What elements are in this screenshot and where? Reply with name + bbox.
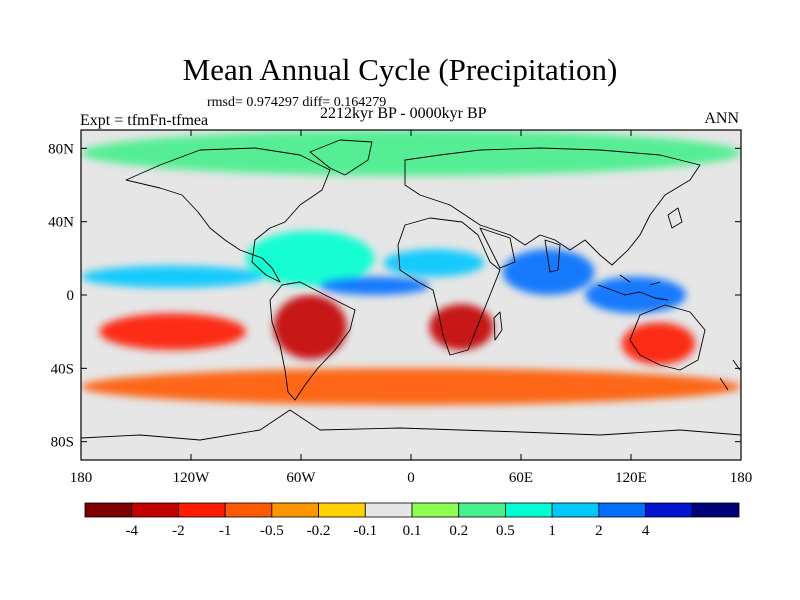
colorbar-swatch — [364, 502, 413, 518]
chart-title: Mean Annual Cycle (Precipitation) — [182, 52, 618, 87]
coast-south-america — [269, 281, 356, 401]
colorbar-swatch — [318, 502, 366, 518]
colorbar-swatch — [131, 502, 179, 518]
colorbar-swatch — [224, 502, 273, 518]
y-tick-label: 80S — [51, 435, 74, 451]
colorbar-swatch — [645, 502, 693, 518]
field-patch — [621, 322, 696, 365]
field-patch — [319, 276, 430, 296]
coast-north-america — [125, 147, 331, 283]
x-tick-label: 60E — [509, 470, 533, 486]
colorbar-swatch — [84, 502, 133, 518]
colorbar-label: 4 — [642, 523, 650, 539]
coast-africa — [397, 217, 501, 356]
coast-antarctica — [81, 409, 741, 441]
colorbar-label: 0.5 — [496, 523, 515, 539]
colorbar-label: -0.1 — [353, 523, 377, 539]
field-patch — [383, 249, 485, 277]
period-label: 2212kyr BP - 0000kyr BP — [320, 105, 487, 122]
colorbar-swatch — [411, 502, 460, 518]
coast-greenland — [309, 139, 373, 176]
field-patch — [81, 265, 265, 288]
season-label: ANN — [704, 110, 739, 127]
field-patch — [429, 304, 494, 351]
field-patch — [502, 249, 595, 295]
precipitation-field — [81, 130, 741, 405]
colorbar-label: -1 — [219, 523, 232, 539]
coast-maritime-continent — [597, 274, 669, 301]
coast-australia — [629, 304, 706, 371]
colorbar-label: 2 — [595, 523, 603, 539]
colorbar-swatch — [271, 502, 319, 518]
field-patch — [81, 368, 741, 405]
x-tick-label: 180 — [70, 470, 93, 486]
coast-madagascar — [493, 311, 503, 341]
colorbar: -4 -2 -1 -0.5 -0.2 -0.1 0.1 0.2 0.5 1 2 4 — [84, 502, 740, 539]
colorbar-label: -2 — [172, 523, 185, 539]
field-patch — [81, 130, 741, 176]
field-patch — [585, 276, 686, 314]
y-tick-label: 40N — [48, 215, 74, 231]
colorbar-swatch — [178, 502, 226, 518]
colorbar-label: 0.2 — [449, 523, 468, 539]
colorbar-label: 1 — [548, 523, 556, 539]
colorbar-swatch — [691, 502, 740, 518]
colorbar-label: -4 — [125, 523, 138, 539]
x-tick-label: 0 — [407, 470, 415, 486]
y-tick-label: 80N — [48, 141, 74, 157]
stats-line: rmsd= 0.974297 diff= 0.164279 — [207, 95, 387, 110]
colorbar-swatch — [505, 502, 553, 518]
x-tick-label: 120E — [615, 470, 647, 486]
field-patch — [273, 295, 347, 360]
x-tick-label: 60W — [286, 470, 316, 486]
x-tick-label: 120W — [173, 470, 211, 486]
continent-outlines — [81, 139, 741, 441]
coast-eurasia — [404, 147, 701, 266]
axes: 180 120W 60W 0 60E 120E 180 80N 40N 0 40S 80S — [48, 130, 752, 486]
y-tick-label: 0 — [67, 288, 75, 304]
coast-arabia-india — [479, 227, 561, 273]
colorbar-swatch — [551, 502, 600, 518]
colorbar-label: -0.5 — [260, 523, 284, 539]
colorbar-swatch — [458, 502, 506, 518]
colorbar-swatch — [598, 502, 646, 518]
field-patch — [99, 313, 246, 350]
coast-japan — [667, 207, 683, 229]
field-patch — [246, 230, 375, 286]
y-tick-label: 40S — [51, 361, 74, 377]
colorbar-label: 0.1 — [403, 523, 422, 539]
x-tick-label: 180 — [730, 470, 753, 486]
colorbar-label: -0.2 — [307, 523, 331, 539]
experiment-label: Expt = tfmFn-tfmea — [80, 112, 209, 129]
